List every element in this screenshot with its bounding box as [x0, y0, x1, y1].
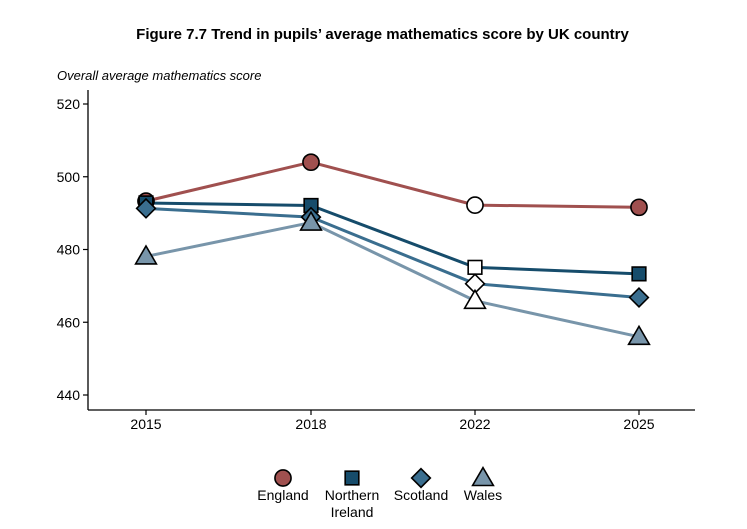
- data-point-wales: [463, 288, 487, 310]
- legend-marker-england: [274, 469, 292, 487]
- data-point-wales: [134, 244, 158, 265]
- x-tick-label: 2025: [623, 416, 654, 432]
- axes: 440 460 480 500 520 2015 2018 2022 2025: [57, 90, 695, 432]
- y-tick-label: 440: [57, 387, 81, 403]
- x-tick-label: 2018: [295, 416, 326, 432]
- series-line-northern-ireland: [145, 201, 640, 276]
- data-point-wales: [299, 210, 323, 231]
- series-line-scotland: [145, 206, 640, 300]
- series-line-england: [145, 160, 640, 209]
- y-tick-label: 520: [57, 96, 81, 112]
- data-point-wales: [627, 324, 651, 346]
- data-point-northern-ireland: [467, 259, 483, 275]
- y-axis-label: Overall average mathematics score: [57, 68, 261, 83]
- data-point-northern-ireland: [631, 266, 647, 282]
- data-point-scotland: [628, 287, 650, 309]
- y-tick-label: 500: [57, 169, 81, 185]
- legend-marker-wales: [471, 466, 495, 487]
- data-point-england: [302, 153, 320, 172]
- legend-marker-northern-ireland: [344, 470, 360, 486]
- chart-title: Figure 7.7 Trend in pupils’ average math…: [136, 26, 629, 43]
- series-markers: [134, 153, 651, 346]
- y-tick-label: 460: [57, 314, 81, 330]
- y-tick-label: 480: [57, 242, 81, 258]
- legend-label-england: England: [257, 487, 308, 503]
- data-point-england: [630, 198, 648, 217]
- data-point-england: [466, 196, 484, 214]
- series-lines: [145, 160, 640, 339]
- legend-label-northern-ireland: Northern Ireland: [325, 487, 379, 520]
- legend-label-scotland: Scotland: [394, 487, 448, 503]
- x-tick-label: 2022: [459, 416, 490, 432]
- x-tick-label: 2015: [130, 416, 161, 432]
- series-line-wales: [145, 221, 640, 339]
- data-point-scotland: [135, 197, 157, 219]
- legend-label-wales: Wales: [464, 487, 502, 503]
- legend: England Northern Ireland Scotland Wales: [257, 466, 502, 520]
- legend-marker-scotland: [410, 467, 432, 489]
